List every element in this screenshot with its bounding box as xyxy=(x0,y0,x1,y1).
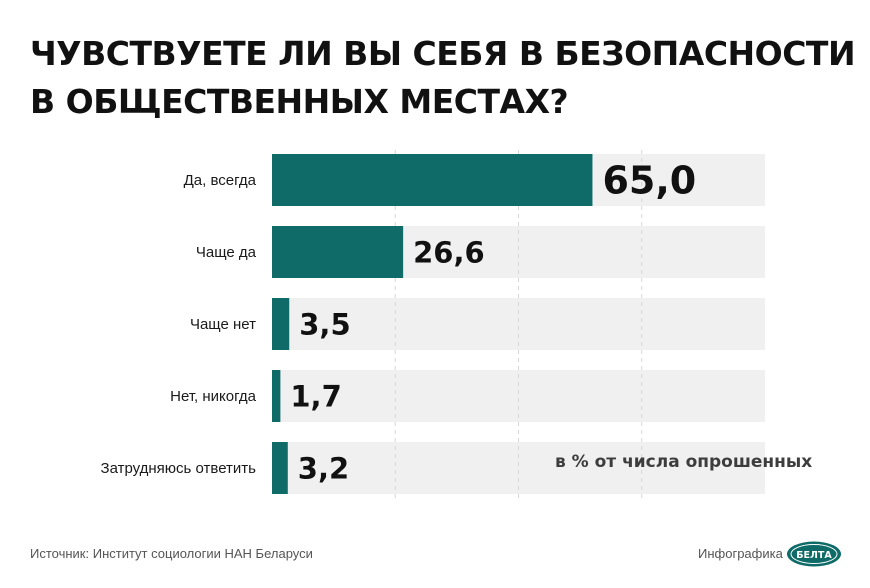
bar xyxy=(272,442,288,494)
category-label: Чаще нет xyxy=(190,316,256,333)
category-label: Затрудняюсь ответить xyxy=(101,460,257,477)
chart-title: ЧУВСТВУЕТЕ ЛИ ВЫ СЕБЯ В БЕЗОПАСНОСТИ В О… xyxy=(30,30,856,126)
value-label: 26,6 xyxy=(413,235,485,269)
source-text: Источник: Институт социологии НАН Белару… xyxy=(30,546,313,561)
category-label: Чаще да xyxy=(196,244,257,261)
bar-track xyxy=(272,370,765,422)
title-line-2: В ОБЩЕСТВЕННЫХ МЕСТАХ? xyxy=(30,82,569,121)
value-label: 65,0 xyxy=(602,159,696,203)
value-label: 3,5 xyxy=(299,307,350,341)
bar xyxy=(272,298,290,350)
infographic-credit: Инфографика xyxy=(698,546,783,561)
title-line-1: ЧУВСТВУЕТЕ ЛИ ВЫ СЕБЯ В БЕЗОПАСНОСТИ xyxy=(30,34,856,73)
bar xyxy=(272,370,281,422)
bar xyxy=(272,154,593,206)
value-label: 3,2 xyxy=(298,451,349,485)
svg-text:БЕЛТА: БЕЛТА xyxy=(796,550,832,561)
bar-track xyxy=(272,442,765,494)
bar xyxy=(272,226,404,278)
belta-logo: БЕЛТА xyxy=(787,541,841,567)
units-note: в % от числа опрошенных xyxy=(555,452,813,472)
category-label: Да, всегда xyxy=(184,172,257,189)
category-label: Нет, никогда xyxy=(170,388,257,405)
bar-track xyxy=(272,298,765,350)
value-label: 1,7 xyxy=(290,379,341,413)
